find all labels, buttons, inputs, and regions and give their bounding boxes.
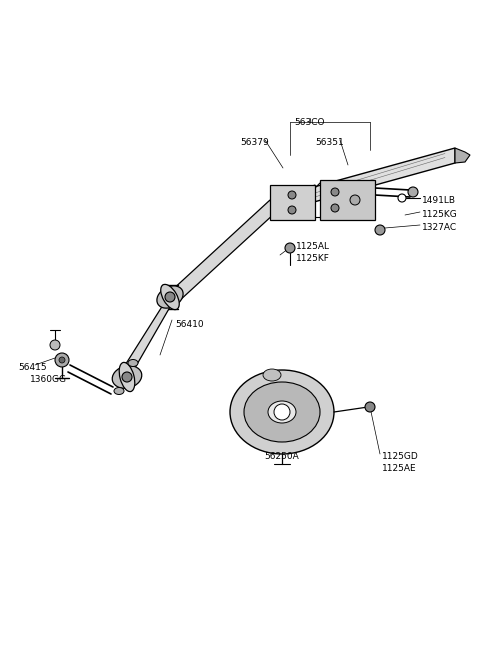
Text: 56410: 56410 [175,320,204,329]
Circle shape [274,404,290,420]
Ellipse shape [112,366,142,388]
Ellipse shape [114,388,124,394]
Circle shape [288,206,296,214]
Text: 56415: 56415 [18,363,47,372]
Circle shape [59,357,65,363]
Polygon shape [170,200,275,302]
Text: 56379: 56379 [240,138,269,147]
Circle shape [55,353,69,367]
Text: 1360GG: 1360GG [30,375,67,384]
Text: 1125KG: 1125KG [422,210,458,219]
Text: 56250A: 56250A [264,452,300,461]
Text: 1125AL: 1125AL [296,242,330,251]
Text: 1491LB: 1491LB [422,196,456,205]
Text: 56351: 56351 [316,138,344,147]
Polygon shape [270,185,315,220]
Circle shape [50,340,60,350]
Ellipse shape [119,363,135,392]
Circle shape [331,188,339,196]
Circle shape [285,243,295,253]
Ellipse shape [128,359,138,367]
Circle shape [408,187,418,197]
Ellipse shape [230,370,334,454]
Polygon shape [455,148,470,163]
Circle shape [288,191,296,199]
Polygon shape [285,148,455,210]
Ellipse shape [157,286,183,308]
Text: 1125AE: 1125AE [382,464,417,473]
Text: 1327AC: 1327AC [422,223,457,232]
Ellipse shape [268,401,296,423]
Polygon shape [320,180,375,220]
Circle shape [365,402,375,412]
Circle shape [165,292,175,302]
Circle shape [122,372,132,382]
Text: 563CO: 563CO [295,118,325,127]
Circle shape [398,194,406,202]
Circle shape [375,225,385,235]
Polygon shape [122,305,170,373]
Ellipse shape [263,369,281,381]
Ellipse shape [161,284,179,309]
Circle shape [350,195,360,205]
Text: 1125KF: 1125KF [296,254,330,263]
Text: 1125GD: 1125GD [382,452,419,461]
Ellipse shape [244,382,320,442]
Circle shape [331,204,339,212]
